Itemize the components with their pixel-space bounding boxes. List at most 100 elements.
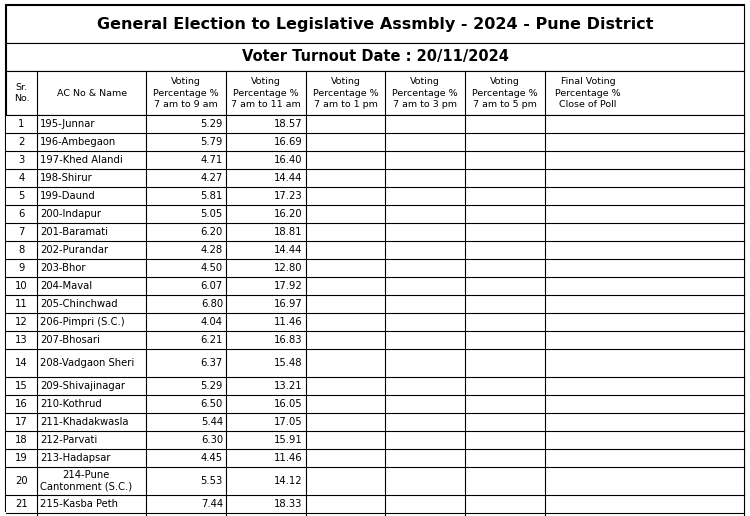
Bar — [6, 5, 744, 43]
Text: 1: 1 — [18, 119, 25, 129]
Bar — [6, 395, 744, 413]
Text: 199-Daund: 199-Daund — [40, 191, 96, 201]
Text: 6.07: 6.07 — [201, 281, 223, 291]
Bar — [6, 449, 744, 467]
Bar — [6, 313, 744, 331]
Text: 14.12: 14.12 — [274, 476, 303, 486]
Bar — [6, 331, 744, 349]
Text: 214-Pune
Cantonment (S.C.): 214-Pune Cantonment (S.C.) — [40, 470, 132, 492]
Bar — [6, 241, 744, 259]
Text: 2: 2 — [18, 137, 25, 147]
Text: 202-Purandar: 202-Purandar — [40, 245, 108, 255]
Bar — [6, 115, 744, 133]
Text: 204-Maval: 204-Maval — [40, 281, 92, 291]
Text: 207-Bhosari: 207-Bhosari — [40, 335, 100, 345]
Text: 5.29: 5.29 — [200, 381, 223, 391]
Text: 10: 10 — [15, 281, 28, 291]
Text: 206-Pimpri (S.C.): 206-Pimpri (S.C.) — [40, 317, 125, 327]
Text: Final Voting
Percentage %
Close of Poll: Final Voting Percentage % Close of Poll — [555, 77, 621, 108]
Bar — [6, 259, 744, 277]
Text: 21: 21 — [15, 499, 28, 509]
Text: 5.05: 5.05 — [201, 209, 223, 219]
Bar — [6, 431, 744, 449]
Text: 212-Parvati: 212-Parvati — [40, 435, 98, 445]
Text: 18: 18 — [15, 435, 28, 445]
Text: 16.69: 16.69 — [274, 137, 303, 147]
Text: 210-Kothrud: 210-Kothrud — [40, 399, 102, 409]
Text: Sr.
No.: Sr. No. — [13, 83, 29, 103]
Bar — [6, 277, 744, 295]
Text: 213-Hadapsar: 213-Hadapsar — [40, 453, 110, 463]
Text: 6.37: 6.37 — [201, 358, 223, 368]
Text: 4.45: 4.45 — [201, 453, 223, 463]
Text: 14.44: 14.44 — [274, 173, 303, 183]
Text: 15.48: 15.48 — [274, 358, 303, 368]
Text: 6.30: 6.30 — [201, 435, 223, 445]
Text: 17: 17 — [15, 417, 28, 427]
Text: 6.20: 6.20 — [201, 227, 223, 237]
Text: 15.91: 15.91 — [274, 435, 303, 445]
Text: 16.40: 16.40 — [274, 155, 303, 165]
Text: 5.29: 5.29 — [200, 119, 223, 129]
Text: 6: 6 — [18, 209, 25, 219]
Text: 5.44: 5.44 — [201, 417, 223, 427]
Text: 11: 11 — [15, 299, 28, 309]
Text: General Election to Legislative Assmbly - 2024 - Pune District: General Election to Legislative Assmbly … — [97, 17, 653, 31]
Text: 4.04: 4.04 — [201, 317, 223, 327]
Bar — [6, 43, 744, 71]
Text: Voting
Percentage %
7 am to 1 pm: Voting Percentage % 7 am to 1 pm — [313, 77, 378, 108]
Text: 4.28: 4.28 — [201, 245, 223, 255]
Text: 18.57: 18.57 — [274, 119, 303, 129]
Text: 5: 5 — [18, 191, 25, 201]
Text: 209-Shivajinagar: 209-Shivajinagar — [40, 381, 125, 391]
Text: Voter Turnout Date : 20/11/2024: Voter Turnout Date : 20/11/2024 — [242, 50, 509, 64]
Text: 5.53: 5.53 — [201, 476, 223, 486]
Text: 4: 4 — [18, 173, 25, 183]
Bar — [6, 169, 744, 187]
Text: 6.80: 6.80 — [201, 299, 223, 309]
Text: 16.97: 16.97 — [274, 299, 303, 309]
Text: 16: 16 — [15, 399, 28, 409]
Text: 5.81: 5.81 — [201, 191, 223, 201]
Text: 14: 14 — [15, 358, 28, 368]
Text: 19: 19 — [15, 453, 28, 463]
Bar — [6, 467, 744, 495]
Text: 14.44: 14.44 — [274, 245, 303, 255]
Bar — [6, 205, 744, 223]
Text: 13: 13 — [15, 335, 28, 345]
Text: Voting
Percentage %
7 am to 3 pm: Voting Percentage % 7 am to 3 pm — [392, 77, 458, 108]
Text: 17.92: 17.92 — [274, 281, 303, 291]
Text: 4.50: 4.50 — [201, 263, 223, 273]
Text: 18.33: 18.33 — [274, 499, 303, 509]
Text: Voting
Percentage %
7 am to 11 am: Voting Percentage % 7 am to 11 am — [231, 77, 301, 108]
Text: 11.46: 11.46 — [274, 317, 303, 327]
Bar — [6, 513, 744, 516]
Text: 197-Khed Alandi: 197-Khed Alandi — [40, 155, 123, 165]
Text: 3: 3 — [18, 155, 25, 165]
Text: 20: 20 — [15, 476, 28, 486]
Text: 4.71: 4.71 — [201, 155, 223, 165]
Bar — [6, 151, 744, 169]
Text: 195-Junnar: 195-Junnar — [40, 119, 95, 129]
Text: Voting
Percentage %
7 am to 5 pm: Voting Percentage % 7 am to 5 pm — [472, 77, 538, 108]
Bar — [6, 133, 744, 151]
Text: 198-Shirur: 198-Shirur — [40, 173, 93, 183]
Bar — [6, 223, 744, 241]
Text: 9: 9 — [18, 263, 25, 273]
Text: 203-Bhor: 203-Bhor — [40, 263, 86, 273]
Text: AC No & Name: AC No & Name — [56, 89, 127, 98]
Text: 16.05: 16.05 — [274, 399, 303, 409]
Text: 17.23: 17.23 — [274, 191, 303, 201]
Text: 15: 15 — [15, 381, 28, 391]
Text: 17.05: 17.05 — [274, 417, 303, 427]
Text: 16.83: 16.83 — [274, 335, 303, 345]
Text: 6.21: 6.21 — [200, 335, 223, 345]
Text: 4.27: 4.27 — [201, 173, 223, 183]
Text: 12: 12 — [15, 317, 28, 327]
Bar — [6, 349, 744, 377]
Bar — [6, 71, 744, 115]
Text: 196-Ambegaon: 196-Ambegaon — [40, 137, 116, 147]
Text: 6.50: 6.50 — [201, 399, 223, 409]
Text: 208-Vadgaon Sheri: 208-Vadgaon Sheri — [40, 358, 134, 368]
Text: 7: 7 — [18, 227, 25, 237]
